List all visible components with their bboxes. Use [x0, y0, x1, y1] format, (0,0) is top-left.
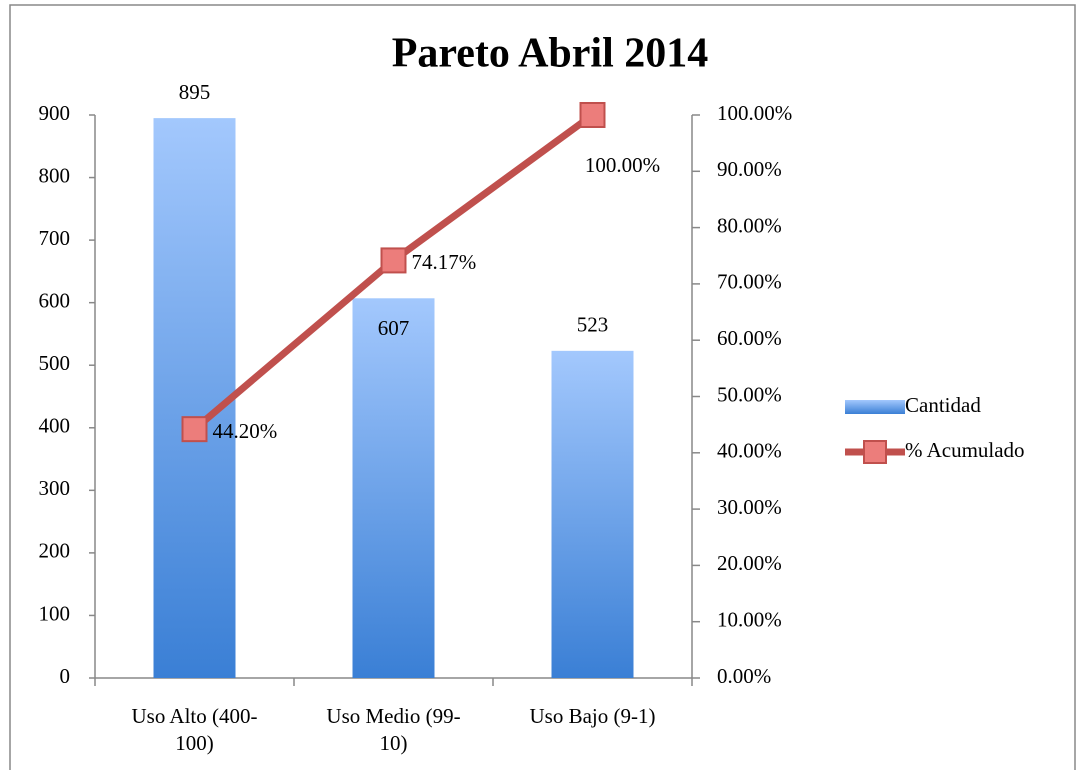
bar — [153, 118, 236, 678]
line-value-label: 74.17% — [412, 250, 477, 274]
y-tick-label: 500 — [39, 351, 71, 375]
bar — [551, 350, 634, 678]
y2-tick-label: 10.00% — [717, 608, 782, 632]
y-tick-label: 800 — [39, 163, 71, 187]
y2-tick-label: 50.00% — [717, 382, 782, 406]
y-tick-label: 0 — [60, 664, 71, 688]
y-tick-label: 100 — [39, 601, 71, 625]
y-tick-label: 400 — [39, 414, 71, 438]
x-tick-label: Uso Alto (400-100) — [132, 704, 258, 755]
y-tick-label: 700 — [39, 226, 71, 250]
legend-marker — [863, 440, 887, 464]
line-value-label: 100.00% — [585, 153, 660, 177]
chart-frame — [9, 4, 1076, 770]
y-tick-label: 300 — [39, 476, 71, 500]
bar-value-label: 523 — [577, 313, 609, 337]
legend-swatch — [845, 400, 905, 414]
line-marker — [380, 247, 407, 274]
y2-tick-label: 90.00% — [717, 157, 782, 181]
x-tick-label: Uso Bajo (9-1) — [530, 704, 656, 728]
y2-tick-label: 70.00% — [717, 270, 782, 294]
bar-value-label: 607 — [378, 316, 410, 340]
line-value-label: 44.20% — [213, 419, 278, 443]
bar-value-label: 895 — [179, 80, 211, 104]
y-tick-label: 600 — [39, 288, 71, 312]
bar — [352, 298, 435, 678]
y2-tick-label: 100.00% — [717, 101, 792, 125]
y2-tick-label: 40.00% — [717, 439, 782, 463]
y2-tick-label: 20.00% — [717, 551, 782, 575]
legend-label: Cantidad — [905, 393, 981, 417]
x-tick-label: Uso Medio (99-10) — [326, 704, 460, 755]
y-tick-label: 200 — [39, 539, 71, 563]
chart-title: Pareto Abril 2014 — [392, 31, 709, 77]
legend-label: % Acumulado — [905, 438, 1025, 462]
y2-tick-label: 0.00% — [717, 664, 771, 688]
y2-tick-label: 80.00% — [717, 213, 782, 237]
y2-tick-label: 60.00% — [717, 326, 782, 350]
y2-tick-label: 30.00% — [717, 495, 782, 519]
line-marker — [181, 416, 208, 443]
line-marker — [579, 102, 606, 128]
y-tick-label: 900 — [39, 101, 71, 125]
